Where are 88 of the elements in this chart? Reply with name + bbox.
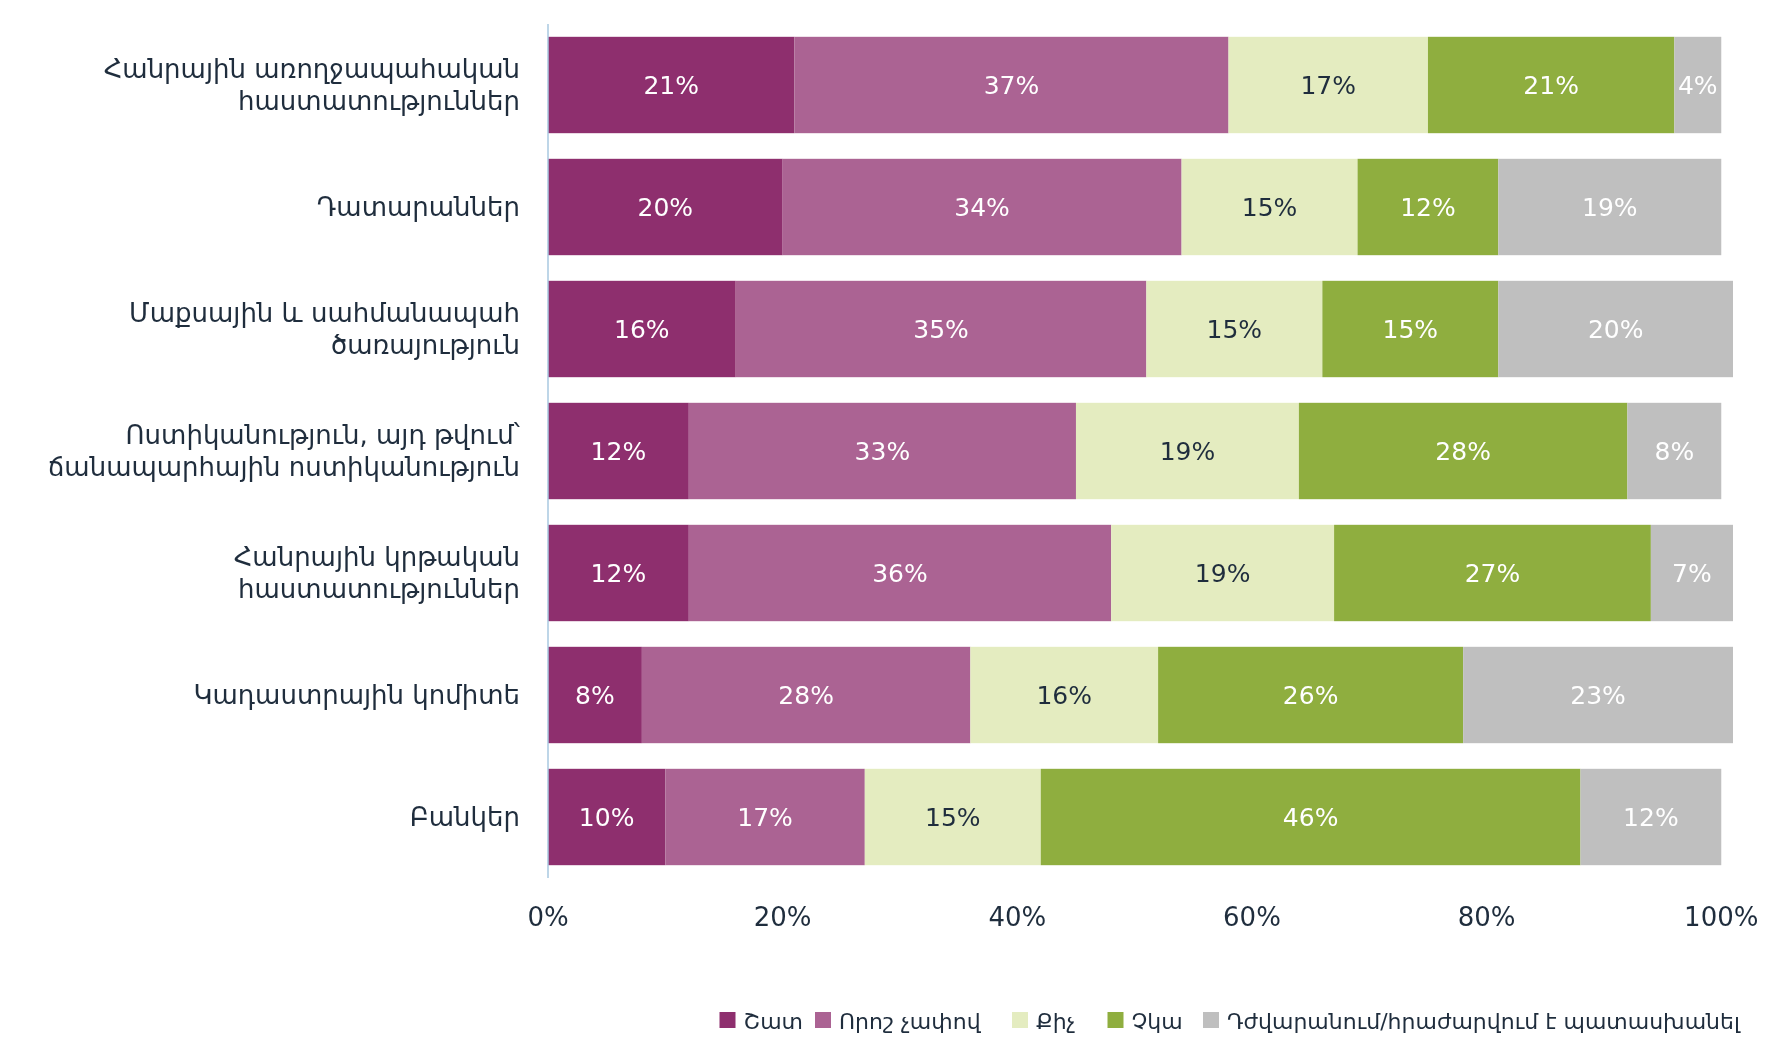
data-label: 16%: [1036, 680, 1093, 710]
y-tick-label: Կադաստրային կոմիտե: [193, 680, 520, 711]
bar: [1146, 280, 1323, 378]
x-tick-label: 40%: [988, 902, 1047, 932]
y-tick-label: Բանկեր: [409, 802, 520, 833]
legend-label: Որոշ չափով: [839, 1009, 982, 1034]
bar: [548, 768, 666, 866]
data-label: 21%: [1523, 70, 1579, 100]
data-label: 10%: [578, 802, 635, 832]
data-label: 36%: [872, 558, 928, 588]
bar: [1427, 36, 1675, 134]
bar: [1357, 158, 1499, 256]
data-label: 15%: [1206, 314, 1263, 344]
bar: [1040, 768, 1581, 866]
x-tick-label: 80%: [1457, 902, 1516, 932]
data-label: 17%: [1300, 70, 1357, 100]
data-label: 28%: [1435, 436, 1491, 466]
data-label: 27%: [1464, 558, 1521, 588]
data-label: 20%: [1587, 314, 1644, 344]
data-label: 26%: [1282, 680, 1339, 710]
bar: [1334, 524, 1651, 622]
y-tick-label: Հանրային առողջապահական հաստատություններ: [103, 54, 520, 117]
bar: [1075, 402, 1299, 500]
data-label: 19%: [1582, 192, 1638, 222]
bar: [548, 158, 783, 256]
data-label: 12%: [1623, 802, 1679, 832]
data-label: 8%: [1654, 436, 1695, 466]
y-tick-label: Հանրային կրթական հաստատություններ: [233, 542, 520, 605]
bar: [548, 646, 642, 744]
data-label: 20%: [637, 192, 694, 222]
x-tick-label: 60%: [1223, 902, 1281, 932]
data-label: 33%: [854, 436, 911, 466]
bar: [688, 524, 1112, 622]
data-label: 35%: [913, 314, 969, 344]
bar: [1650, 524, 1733, 622]
x-tick-label: 100%: [1684, 902, 1759, 932]
data-label: 46%: [1282, 802, 1339, 832]
data-label: 15%: [924, 802, 981, 832]
x-tick-label: 0%: [527, 902, 569, 932]
bar: [970, 646, 1159, 744]
y-tick-label: Մաքսային և սահմանապահ ծառայություն: [129, 298, 520, 361]
bar: [548, 402, 689, 500]
data-label: 4%: [1677, 70, 1718, 100]
bar: [1181, 158, 1358, 256]
bar: [864, 768, 1041, 866]
data-label: 37%: [983, 70, 1040, 100]
bar: [665, 768, 865, 866]
bar: [1298, 402, 1628, 500]
data-label: 19%: [1159, 436, 1216, 466]
data-label: 7%: [1672, 558, 1712, 588]
data-label: 12%: [590, 558, 647, 588]
bar: [1158, 646, 1464, 744]
bar: [548, 280, 736, 378]
bar: [1228, 36, 1428, 134]
bar: [1463, 646, 1733, 744]
bar: [1498, 280, 1733, 378]
data-label: 15%: [1241, 192, 1298, 222]
legend-label: Դժվարանում/հրաժարվում է պատասխանել: [1227, 1009, 1741, 1034]
bar: [1322, 280, 1499, 378]
data-label: 16%: [614, 314, 670, 344]
bar: [1580, 768, 1722, 866]
y-tick-label: Ոստիկանություն, այդ թվում՝ ճանապարհային ոստիկանություն: [47, 420, 521, 483]
y-tick-label: Դատարաններ: [316, 192, 520, 223]
data-label: 15%: [1382, 314, 1439, 344]
data-label: 12%: [590, 436, 647, 466]
bar: [794, 36, 1229, 134]
data-label: 19%: [1194, 558, 1251, 588]
data-label: 17%: [737, 802, 793, 832]
legend-label: Շատ: [743, 1009, 804, 1034]
legend-label: Քիչ: [1036, 1009, 1076, 1034]
data-label: 23%: [1570, 680, 1626, 710]
x-tick-label: 20%: [753, 902, 812, 932]
legend-label: Չկա: [1131, 1009, 1183, 1034]
bar: [1674, 36, 1722, 134]
bar: [782, 158, 1182, 256]
data-label: 28%: [778, 680, 834, 710]
data-label: 8%: [575, 680, 615, 710]
bar: [1111, 524, 1335, 622]
bar: [641, 646, 971, 744]
bar: [688, 402, 1076, 500]
data-label: 21%: [643, 70, 699, 100]
data-label: 34%: [954, 192, 1010, 222]
bar: [548, 524, 689, 622]
bar: [548, 36, 795, 134]
bar: [1627, 402, 1722, 500]
bar: [1498, 158, 1722, 256]
data-label: 12%: [1400, 192, 1456, 222]
bar: [735, 280, 1147, 378]
